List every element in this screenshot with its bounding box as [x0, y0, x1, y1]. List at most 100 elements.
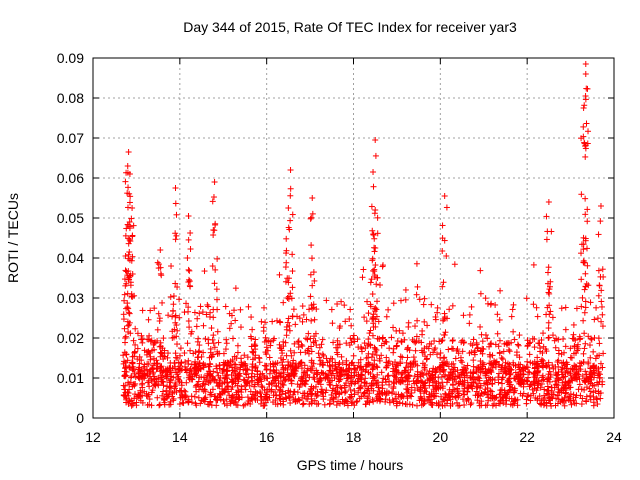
data-point — [154, 360, 161, 367]
data-point — [553, 395, 560, 402]
data-point — [372, 244, 379, 251]
data-point — [362, 401, 369, 408]
data-point — [433, 351, 440, 358]
data-point — [204, 301, 211, 308]
data-point — [290, 391, 297, 398]
data-point — [252, 336, 259, 343]
data-point — [184, 340, 191, 347]
data-point — [338, 353, 345, 360]
data-point — [294, 389, 301, 396]
data-point — [580, 123, 587, 130]
data-point — [168, 263, 175, 270]
data-point — [156, 315, 163, 322]
data-point — [187, 245, 194, 252]
data-point — [596, 282, 603, 289]
data-point — [579, 395, 586, 402]
x-tick-label: 20 — [433, 429, 449, 445]
data-point — [260, 328, 267, 335]
data-point — [545, 289, 552, 296]
data-point — [470, 363, 477, 370]
data-point — [459, 348, 466, 355]
data-point — [439, 379, 446, 386]
data-point — [545, 325, 552, 332]
data-point — [134, 345, 141, 352]
data-point — [365, 310, 372, 317]
data-point — [283, 352, 290, 359]
data-point — [499, 356, 506, 363]
data-point — [488, 300, 495, 307]
data-point — [540, 330, 547, 337]
data-point — [597, 273, 604, 280]
data-point — [306, 306, 313, 313]
data-point — [186, 324, 193, 331]
data-point — [225, 383, 232, 390]
data-point — [477, 290, 484, 297]
data-point — [228, 320, 235, 327]
data-point — [223, 340, 230, 347]
x-tick-label: 24 — [606, 429, 622, 445]
data-point — [172, 381, 179, 388]
data-point — [299, 303, 306, 310]
data-point — [308, 242, 315, 249]
data-point — [211, 344, 218, 351]
data-point — [432, 369, 439, 376]
data-point — [289, 268, 296, 275]
data-point — [176, 314, 183, 321]
data-point — [285, 205, 292, 211]
x-tick-label: 18 — [346, 429, 362, 445]
data-point — [231, 307, 238, 314]
data-point — [307, 271, 314, 278]
data-point — [374, 214, 381, 221]
data-point — [125, 309, 132, 316]
data-point — [499, 380, 506, 387]
data-point — [222, 303, 229, 310]
data-point — [479, 338, 486, 345]
data-point — [261, 374, 268, 381]
data-point — [454, 367, 461, 374]
data-point — [549, 332, 556, 339]
data-point — [356, 385, 363, 392]
data-point — [209, 386, 216, 393]
data-point — [453, 378, 460, 385]
data-point — [280, 401, 287, 408]
data-point — [440, 368, 447, 375]
x-axis-label: GPS time / hours — [297, 457, 404, 473]
data-point — [284, 295, 291, 302]
data-point — [598, 287, 605, 294]
data-point — [386, 399, 393, 406]
data-point — [595, 292, 602, 299]
data-point — [342, 318, 349, 325]
data-point — [287, 192, 294, 199]
data-point — [369, 227, 376, 234]
data-point — [299, 343, 306, 350]
data-point — [527, 339, 534, 346]
data-point — [389, 390, 396, 397]
data-point — [449, 337, 456, 344]
data-point — [156, 402, 163, 409]
data-point — [289, 211, 296, 218]
data-point — [370, 169, 377, 175]
data-point — [283, 332, 290, 339]
data-point — [209, 198, 216, 205]
data-point — [164, 350, 171, 357]
data-point — [187, 347, 194, 354]
data-point — [172, 230, 179, 237]
data-point — [173, 389, 180, 396]
data-point — [252, 342, 259, 349]
data-point — [132, 341, 139, 348]
data-point — [582, 153, 589, 160]
data-point — [244, 394, 251, 401]
data-point — [567, 345, 574, 352]
data-point — [313, 401, 320, 408]
data-point — [215, 339, 222, 346]
data-point — [549, 314, 556, 321]
data-point — [282, 390, 289, 397]
data-point — [341, 302, 348, 309]
data-point — [397, 353, 404, 360]
data-point — [361, 390, 368, 397]
data-point — [234, 342, 241, 349]
data-point — [284, 319, 291, 326]
data-point — [570, 321, 577, 328]
data-point — [390, 365, 397, 372]
data-point — [578, 191, 585, 198]
